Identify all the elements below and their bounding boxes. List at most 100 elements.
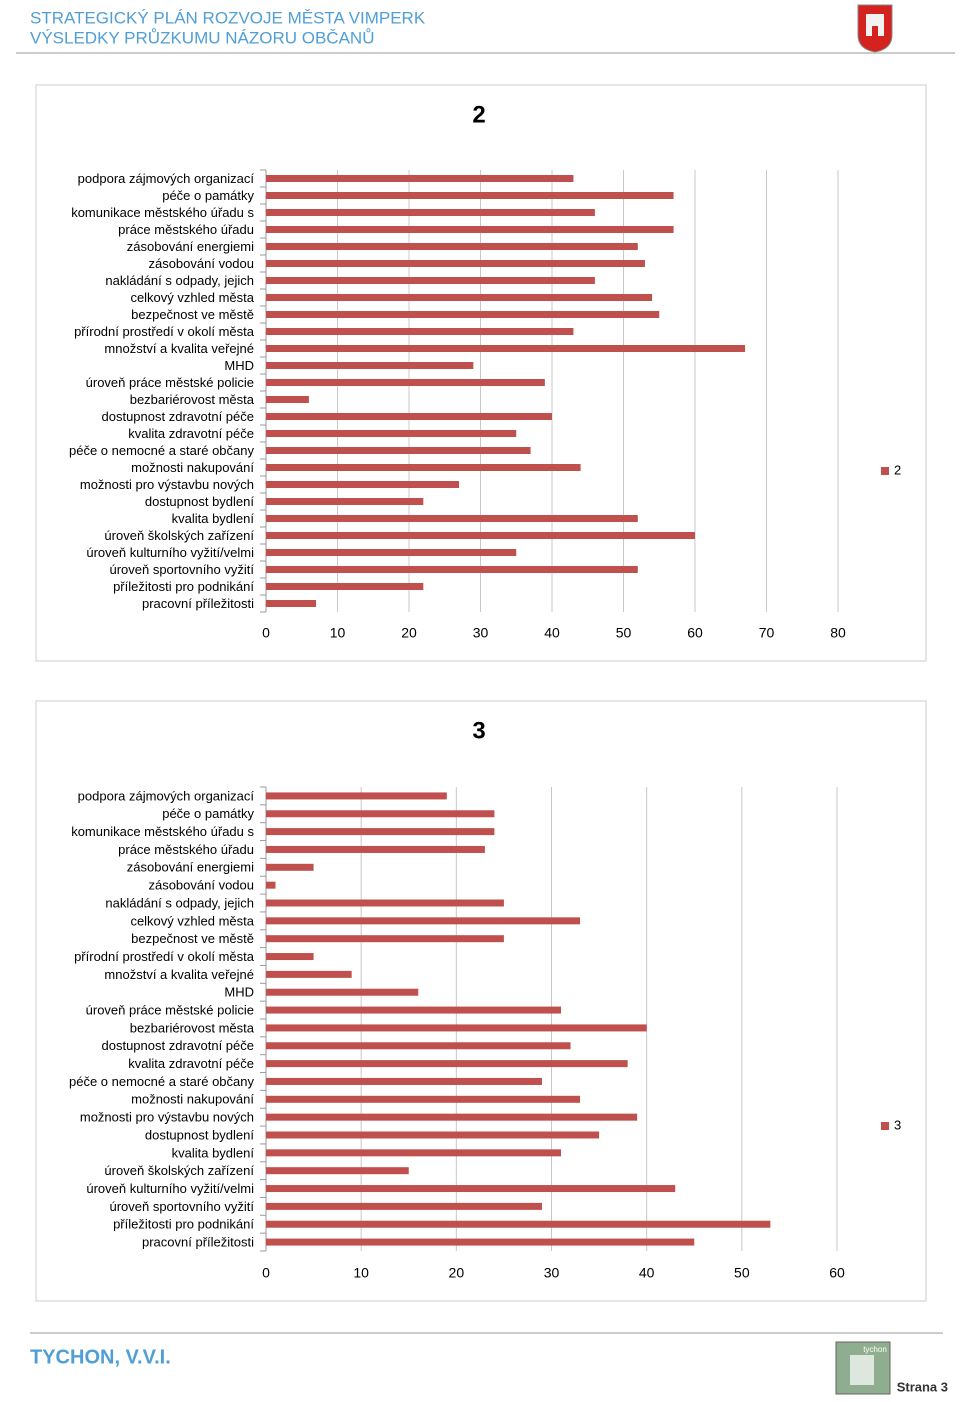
y-tick-label: úroveň práce městské policie [86, 375, 254, 390]
legend-label: 2 [894, 462, 901, 477]
bar [266, 1113, 638, 1121]
x-tick-label: 0 [262, 1265, 270, 1281]
bar [266, 1042, 571, 1050]
header-subtitle: VÝSLEDKY PRŮZKUMU NÁZORU OBČANŮ [30, 28, 374, 47]
y-tick-label: MHD [224, 985, 254, 1000]
bar [266, 498, 424, 505]
y-tick-label: bezbariérovost města [130, 1020, 255, 1035]
x-tick-label: 10 [353, 1265, 369, 1281]
logo-text: tychon [863, 1345, 887, 1354]
bar [266, 810, 495, 818]
bar [266, 1006, 562, 1014]
y-tick-label: úroveň školských zařízení [104, 528, 254, 543]
y-tick-label: úroveň kulturního vyžití/velmi [86, 545, 254, 560]
y-tick-label: množství a kvalita veřejné [104, 967, 254, 982]
bar [266, 970, 352, 978]
y-tick-label: dostupnost bydlení [145, 494, 255, 509]
x-tick-label: 50 [734, 1265, 750, 1281]
x-tick-label: 20 [449, 1265, 465, 1281]
bar [266, 430, 517, 437]
bar [266, 413, 552, 420]
y-tick-label: podpora zájmových organizací [78, 171, 255, 186]
bar [266, 566, 638, 573]
bar [266, 1238, 695, 1246]
bar [266, 988, 419, 996]
x-tick-label: 50 [616, 625, 632, 641]
y-tick-label: zásobování vodou [148, 256, 254, 271]
y-tick-label: dostupnost bydlení [145, 1127, 255, 1142]
y-tick-label: možnosti nakupování [131, 1092, 254, 1107]
bar [266, 226, 674, 233]
bar [266, 515, 638, 522]
y-tick-label: péče o památky [162, 188, 254, 203]
legend-label: 3 [894, 1117, 901, 1132]
bar [266, 1131, 600, 1139]
y-tick-label: úroveň práce městské policie [86, 1003, 254, 1018]
x-tick-label: 30 [473, 625, 489, 641]
chart-title: 2 [472, 101, 485, 128]
bar [266, 881, 276, 889]
bar [266, 828, 495, 836]
header-title: STRATEGICKÝ PLÁN ROZVOJE MĚSTA VIMPERK [30, 8, 426, 27]
y-tick-label: práce městského úřadu [118, 222, 254, 237]
y-tick-label: komunikace městského úřadu s [71, 205, 254, 220]
chart-frame [35, 700, 927, 1302]
bar [266, 917, 581, 925]
y-tick-label: zásobování energiemi [127, 860, 254, 875]
y-tick-label: kvalita bydlení [172, 511, 255, 526]
bar [266, 396, 309, 403]
y-tick-label: přírodní prostředí v okolí města [74, 324, 255, 339]
bar [266, 863, 314, 871]
x-tick-label: 0 [262, 625, 270, 641]
footer-page: Strana 3 [897, 1379, 948, 1394]
bar [266, 792, 447, 800]
x-tick-label: 40 [544, 625, 560, 641]
footer-organization: TYCHON, V.V.I. [30, 1346, 171, 1368]
y-tick-label: MHD [224, 358, 254, 373]
bar [266, 209, 595, 216]
bar [266, 583, 424, 590]
bar [266, 481, 460, 488]
bar [266, 899, 504, 907]
bar [266, 277, 595, 284]
bar [266, 447, 531, 454]
y-tick-label: péče o památky [162, 806, 254, 821]
town-crest [857, 4, 893, 53]
y-tick-label: práce městského úřadu [118, 842, 254, 857]
y-tick-label: úroveň kulturního vyžití/velmi [86, 1181, 254, 1196]
x-tick-label: 40 [639, 1265, 655, 1281]
y-tick-label: nakládání s odpady, jejich [105, 895, 254, 910]
y-tick-label: možnosti pro výstavbu nových [80, 1110, 254, 1125]
bar [266, 1167, 409, 1175]
y-tick-label: možnosti pro výstavbu nových [80, 477, 254, 492]
y-tick-label: pracovní příležitosti [142, 596, 254, 611]
bar [266, 345, 746, 352]
legend-swatch [881, 467, 889, 475]
x-tick-label: 70 [759, 625, 775, 641]
y-tick-label: zásobování energiemi [127, 239, 254, 254]
y-tick-label: úroveň sportovního vyžití [109, 562, 254, 577]
bar [266, 464, 581, 471]
y-tick-label: nakládání s odpady, jejich [105, 273, 254, 288]
bar [266, 328, 574, 335]
y-tick-label: zásobování vodou [148, 878, 254, 893]
y-tick-label: bezpečnost ve městě [131, 307, 254, 322]
y-tick-label: celkový vzhled města [130, 290, 254, 305]
bar [266, 243, 638, 250]
x-tick-label: 80 [830, 625, 846, 641]
bar [266, 1077, 542, 1085]
bar [266, 260, 645, 267]
y-tick-label: úroveň sportovního vyžití [109, 1199, 254, 1214]
chart-frame [35, 84, 927, 662]
y-tick-label: kvalita bydlení [172, 1145, 255, 1160]
chart-title: 3 [472, 717, 485, 744]
bar [266, 1220, 771, 1228]
bar [266, 1060, 628, 1068]
y-tick-label: dostupnost zdravotní péče [102, 1038, 255, 1053]
y-tick-label: úroveň školských zařízení [104, 1163, 254, 1178]
y-tick-label: kvalita zdravotní péče [128, 1056, 254, 1071]
x-tick-label: 30 [544, 1265, 560, 1281]
y-tick-label: celkový vzhled města [130, 913, 254, 928]
bar [266, 532, 695, 539]
